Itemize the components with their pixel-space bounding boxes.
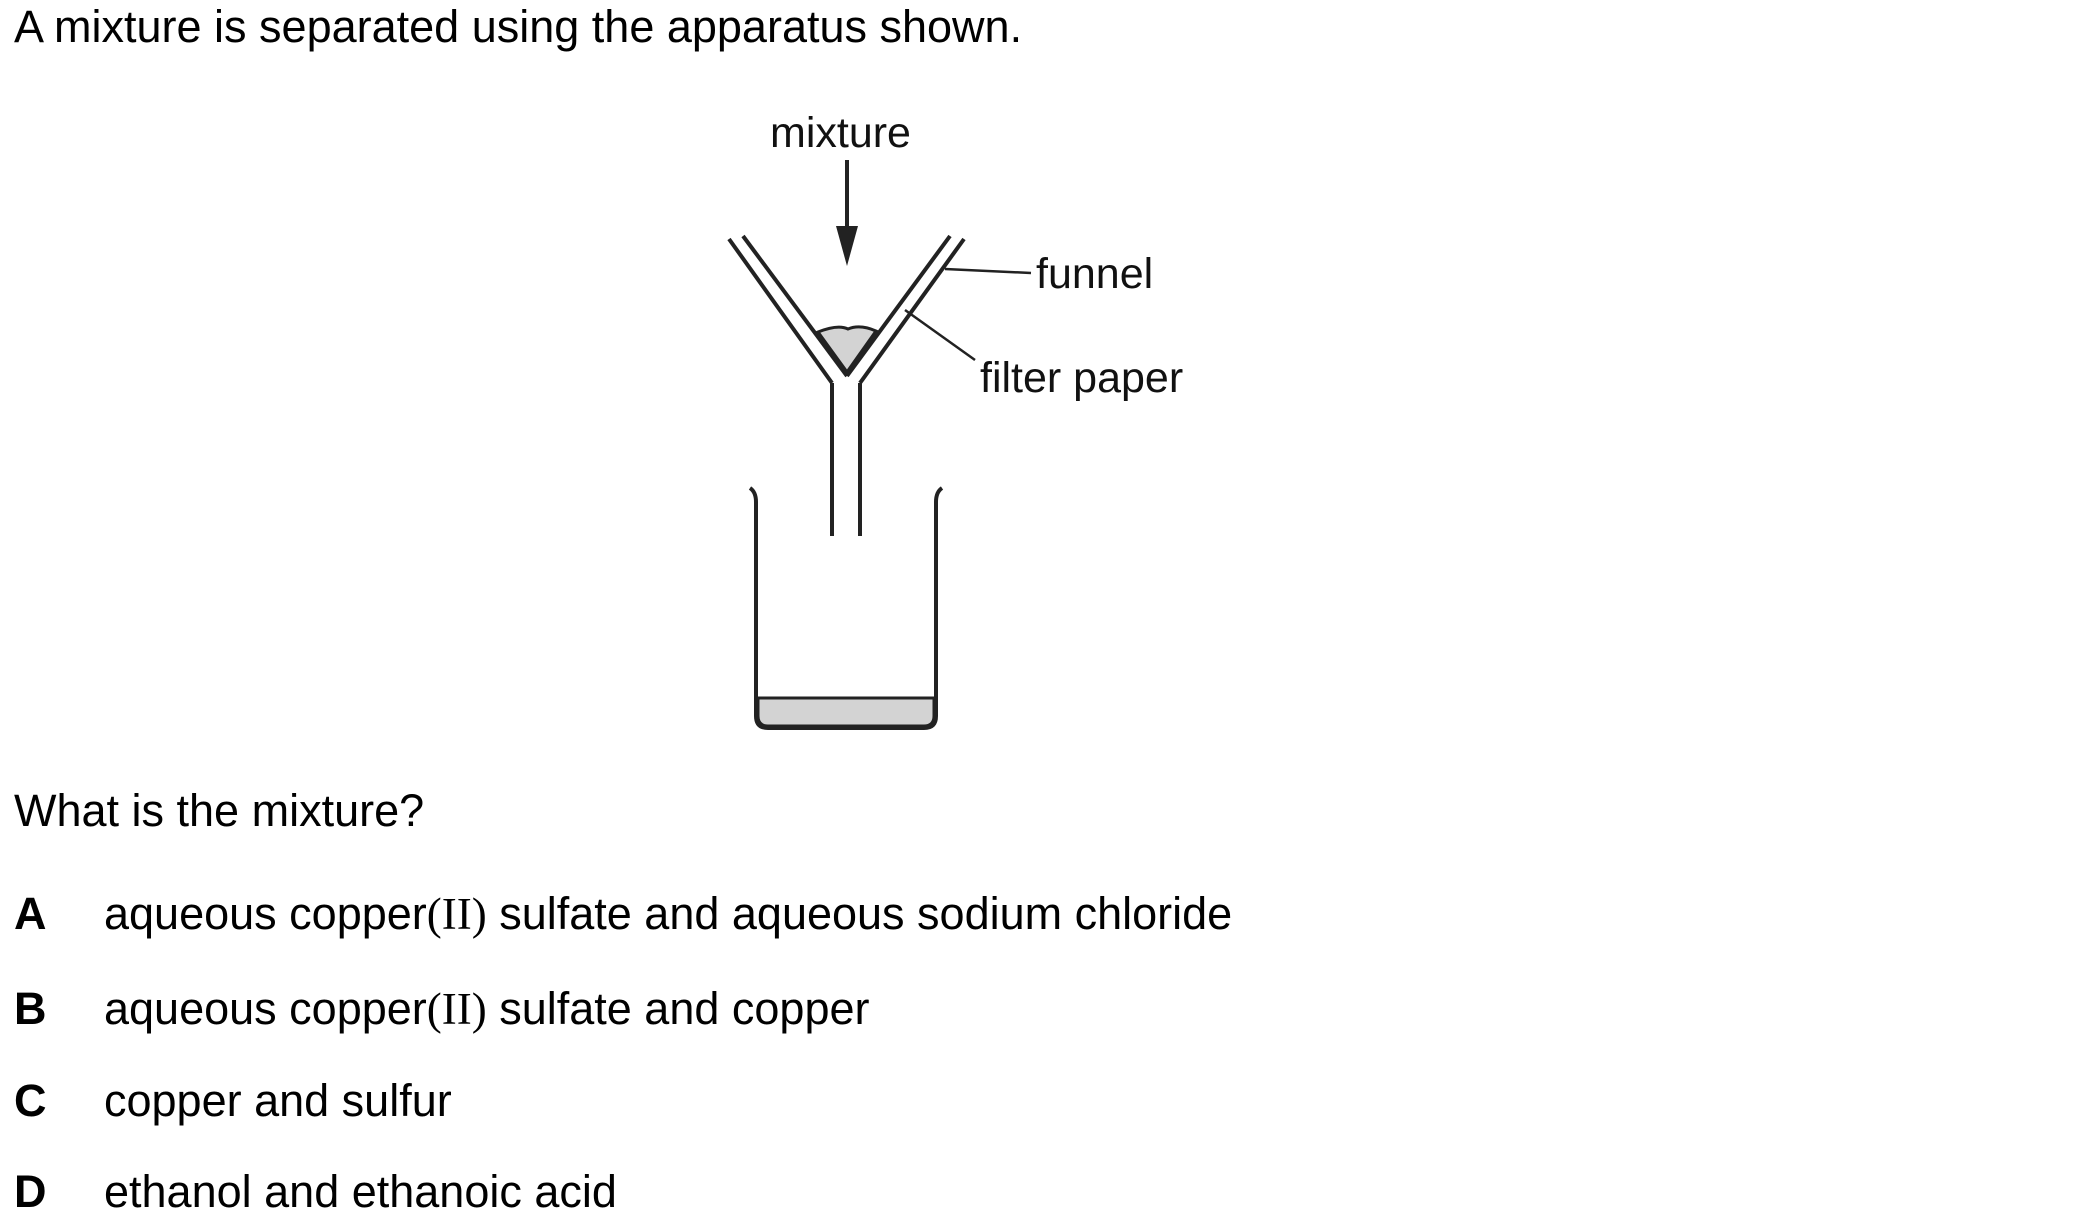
option-text: copper and sulfur xyxy=(104,1075,452,1126)
funnel-leader-line xyxy=(944,267,1032,275)
mixture-arrow xyxy=(836,160,858,266)
option-text: aqueous copper(II) sulfate and copper xyxy=(104,983,870,1034)
option-letter: D xyxy=(14,1166,47,1217)
filtration-apparatus-diagram: mixture funnel filter paper xyxy=(727,109,1183,730)
option-a[interactable]: A aqueous copper(II) sulfate and aqueous… xyxy=(14,891,1232,937)
option-letter: C xyxy=(14,1075,47,1126)
funnel xyxy=(727,234,966,536)
question-prompt: What is the mixture? xyxy=(14,785,425,836)
option-letter: A xyxy=(14,888,47,939)
funnel-label: funnel xyxy=(1036,250,1153,298)
mixture-label: mixture xyxy=(770,109,911,157)
residue xyxy=(815,325,879,375)
filtrate xyxy=(756,696,936,728)
option-text: aqueous copper(II) sulfate and aqueous s… xyxy=(104,888,1233,939)
question-stem: A mixture is separated using the apparat… xyxy=(14,1,1023,52)
option-letter: B xyxy=(14,983,47,1034)
beaker xyxy=(748,486,944,730)
filter-paper-label: filter paper xyxy=(980,354,1183,402)
option-c[interactable]: C copper and sulfur xyxy=(14,1078,452,1123)
filter-paper-leader-line xyxy=(904,308,976,362)
option-text: ethanol and ethanoic acid xyxy=(104,1166,617,1217)
option-b[interactable]: B aqueous copper(II) sulfate and copper xyxy=(14,986,869,1032)
option-d[interactable]: D ethanol and ethanoic acid xyxy=(14,1169,617,1214)
